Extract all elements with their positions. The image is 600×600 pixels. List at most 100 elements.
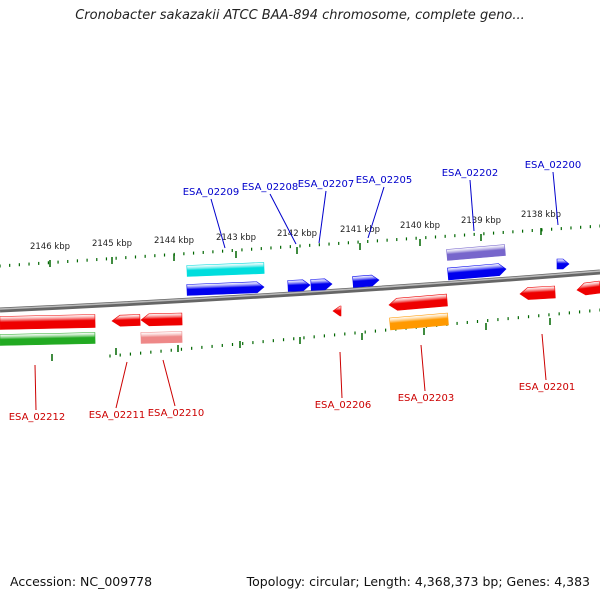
chromosome-backbone xyxy=(0,269,600,313)
ruler-dot xyxy=(144,254,146,258)
ruler-dot xyxy=(125,256,127,260)
ruler-dot xyxy=(551,227,553,231)
gene-leader-line xyxy=(210,198,226,249)
ruler-dot xyxy=(231,343,234,346)
ruler-dot xyxy=(357,240,359,244)
gene-label-esa-02207[interactable]: ESA_02207 xyxy=(298,179,355,190)
ruler-dot xyxy=(67,259,69,263)
ruler-dot xyxy=(96,258,98,262)
ruler-dot xyxy=(354,331,356,335)
map-title: Cronobacter sakazakii ATCC BAA-894 chrom… xyxy=(75,8,525,23)
gene-feature-esa-02212-cds[interactable] xyxy=(0,332,96,346)
gene-label-esa-02203[interactable]: ESA_02203 xyxy=(398,393,455,404)
ruler-dot xyxy=(527,315,530,319)
gene-label-esa-02208[interactable]: ESA_02208 xyxy=(242,182,299,193)
gene-label-esa-02210[interactable]: ESA_02210 xyxy=(148,408,205,419)
gene-feature-esa-02202[interactable] xyxy=(447,263,507,281)
ruler-dot xyxy=(415,236,417,240)
ruler-dot xyxy=(154,254,156,258)
gene-feature-esa-02212[interactable] xyxy=(0,314,96,330)
ruler-dot xyxy=(282,338,285,342)
ruler-dot xyxy=(473,232,475,236)
gene-leader-line xyxy=(269,193,297,245)
ruler-dot xyxy=(201,345,203,349)
ruler-dot xyxy=(344,332,346,336)
ruler-dot xyxy=(323,334,325,338)
ruler-dot xyxy=(86,258,88,262)
ruler-dot xyxy=(160,349,162,353)
gene-leader-line xyxy=(367,186,385,239)
ruler-dot xyxy=(364,330,366,334)
gene-feature-esa-02210[interactable] xyxy=(140,312,183,327)
gene-feature-esa-02205[interactable] xyxy=(352,274,380,288)
ruler-dot xyxy=(570,226,572,230)
gene-feature-esa-02201[interactable] xyxy=(519,285,556,300)
ruler-dot xyxy=(558,312,560,316)
ruler-dot xyxy=(303,336,305,340)
gene-feature-esa-02210-cds[interactable] xyxy=(140,331,183,344)
ruler-label: 2144 kbp xyxy=(154,236,194,246)
ruler-dot xyxy=(497,318,499,322)
gene-feature-esa-02209-cds[interactable] xyxy=(186,262,265,277)
gene-feature-esa-02208[interactable] xyxy=(287,279,311,292)
ruler-dot xyxy=(476,320,479,323)
gene-leader-line xyxy=(162,359,176,407)
ruler-dot xyxy=(502,230,504,234)
genome-summary: Topology: circular; Length: 4,368,373 bp… xyxy=(246,574,590,589)
ruler-dot xyxy=(0,264,1,268)
gene-feature-esa-02203[interactable] xyxy=(388,293,448,311)
ruler-dot xyxy=(385,328,387,332)
ruler-dot xyxy=(580,225,582,229)
ruler-dot xyxy=(568,311,570,315)
ruler-dot xyxy=(444,234,446,238)
ruler-dot xyxy=(57,260,59,264)
ruler-dot xyxy=(252,341,254,345)
gene-feature-esa-02211[interactable] xyxy=(111,314,141,327)
ruler-dot xyxy=(541,228,543,232)
gene-label-esa-02212[interactable]: ESA_02212 xyxy=(9,412,66,423)
gene-label-esa-02202[interactable]: ESA_02202 xyxy=(442,168,499,179)
accession-label: Accession: NC_009778 xyxy=(10,574,153,589)
ruler-dot xyxy=(318,243,320,247)
ruler-dot xyxy=(212,250,214,254)
gene-feature-esa-02207[interactable] xyxy=(310,278,333,291)
gene-label-esa-02209[interactable]: ESA_02209 xyxy=(183,187,240,198)
ruler-dot xyxy=(242,342,244,346)
ruler-dot xyxy=(140,351,142,355)
gene-leader-line xyxy=(552,171,559,226)
gene-label-esa-02200[interactable]: ESA_02200 xyxy=(525,160,582,171)
ruler-dot xyxy=(456,321,458,325)
ruler-dot xyxy=(260,247,262,251)
gene-feature-esa-02200[interactable] xyxy=(556,258,570,270)
ruler-dot xyxy=(466,320,468,324)
ruler-dot xyxy=(507,317,509,321)
gene-label-esa-02205[interactable]: ESA_02205 xyxy=(356,175,413,186)
ruler-label: 2141 kbp xyxy=(340,225,380,235)
ruler-dot xyxy=(134,255,137,259)
gene-feature-esa-02209[interactable] xyxy=(186,281,265,296)
ruler-dot xyxy=(328,242,330,246)
gene-label-esa-02201[interactable]: ESA_02201 xyxy=(519,382,576,393)
ruler-dot xyxy=(180,347,183,351)
ruler-dot xyxy=(202,250,204,254)
ruler-dot xyxy=(211,344,213,348)
gene-feature-esa-02203-cds[interactable] xyxy=(389,312,449,331)
ruler-dot xyxy=(309,243,311,247)
chromosome-backbone-highlight xyxy=(0,270,600,310)
gene-feature-esa-02206[interactable] xyxy=(332,305,342,317)
ruler-dot xyxy=(333,333,336,337)
ruler-dot xyxy=(221,343,223,347)
gene-feature-esa-02202-cds[interactable] xyxy=(446,244,506,261)
ruler-label: 2146 kbp xyxy=(30,242,70,252)
gene-label-esa-02206[interactable]: ESA_02206 xyxy=(315,400,372,411)
gene-leader-line xyxy=(469,179,475,232)
ruler-label: 2142 kbp xyxy=(277,229,317,239)
ruler-dot xyxy=(129,352,132,356)
ruler-dot xyxy=(192,251,195,255)
ruler-dot xyxy=(517,316,519,320)
gene-feature-esa-02201-next[interactable] xyxy=(576,280,600,296)
ruler-dot xyxy=(548,313,550,317)
ruler-dot xyxy=(487,319,489,323)
gene-label-esa-02211[interactable]: ESA_02211 xyxy=(89,410,146,421)
